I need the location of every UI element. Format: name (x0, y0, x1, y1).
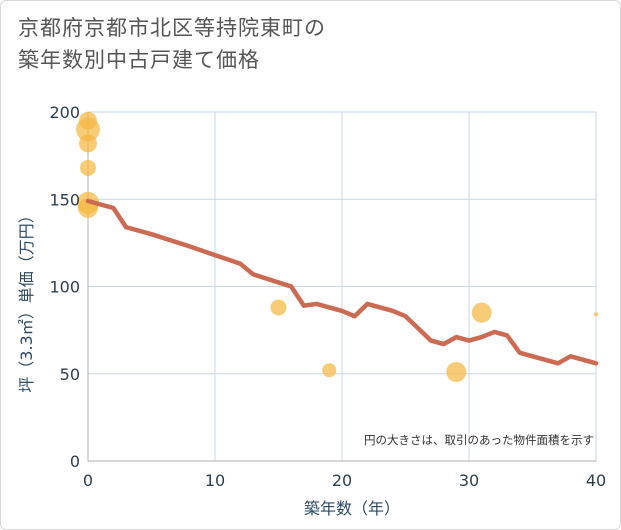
trend-line (85, 198, 599, 366)
x-tick-label: 10 (205, 471, 225, 490)
chart-title-line-2: 築年数別中古戸建て価格 (18, 48, 260, 72)
scatter-point (270, 299, 287, 316)
grid (87, 111, 597, 462)
y-tick-label: 0 (70, 452, 80, 471)
y-tick-label: 100 (49, 278, 80, 297)
tick-labels: 0 10 20 30 40 0 50 100 150 200 (49, 103, 606, 490)
scatter-point (446, 362, 467, 383)
y-axis-label: 坪（3.3㎡）単価（万円） (17, 207, 36, 392)
x-tick-label: 30 (459, 471, 479, 490)
y-tick-label: 50 (60, 365, 80, 384)
x-axis-label: 築年数（年） (304, 499, 400, 518)
scatter-point (471, 302, 492, 323)
chart-title: 京都府京都市北区等持院東町の 築年数別中古戸建て価格 (18, 12, 326, 76)
y-tick-label: 150 (49, 190, 80, 209)
scatter-point (80, 159, 96, 176)
scatter-points (76, 111, 598, 383)
x-tick-label: 0 (83, 471, 93, 490)
scatter-point (594, 312, 598, 317)
size-legend-note: 円の大きさは、取引のあった物件面積を示す (364, 433, 594, 447)
scatter-point (322, 363, 337, 378)
chart-title-line-1: 京都府京都市北区等持院東町の (18, 16, 326, 40)
x-tick-label: 40 (586, 471, 606, 490)
scatter-point (76, 117, 100, 142)
x-tick-label: 20 (332, 471, 352, 490)
scatter-point (79, 134, 97, 153)
y-tick-label: 200 (49, 103, 80, 122)
